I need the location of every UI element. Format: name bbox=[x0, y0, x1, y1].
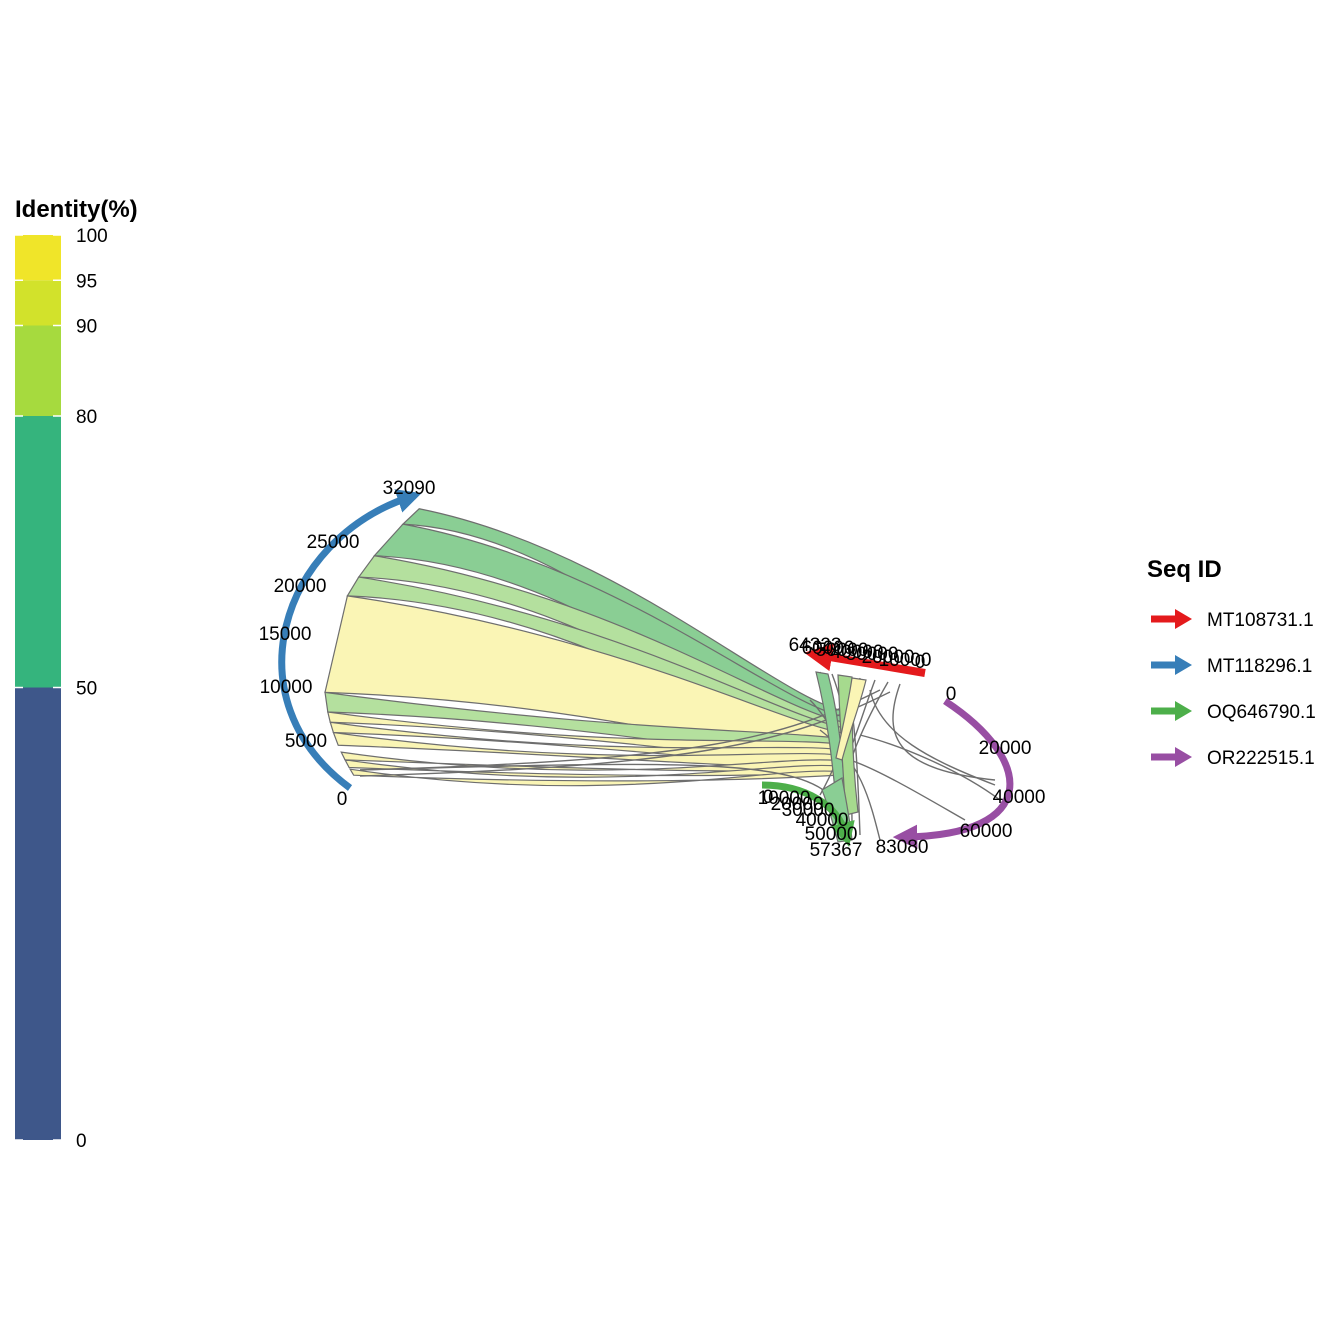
tick-label: 60000 bbox=[802, 638, 855, 659]
identity-tick-label: 80 bbox=[76, 407, 97, 428]
tick-label: 83080 bbox=[876, 837, 929, 858]
arc-OQ646790 bbox=[761, 781, 855, 847]
tick-label: 40000 bbox=[831, 642, 884, 663]
tick-label: 10000 bbox=[879, 650, 932, 671]
tick-label: 30000 bbox=[846, 644, 899, 665]
tick-label: 64323 bbox=[789, 635, 842, 656]
identity-tick-label: 50 bbox=[76, 679, 97, 700]
seq-legend-label: OR222515.1 bbox=[1207, 748, 1315, 769]
identity-band bbox=[15, 325, 61, 416]
link-line bbox=[869, 689, 996, 786]
link-line bbox=[359, 763, 836, 801]
identity-tick-label: 95 bbox=[76, 271, 97, 292]
tick-label: 0 bbox=[946, 684, 957, 705]
arc-OR222515 bbox=[892, 698, 1014, 850]
tick-label: 40000 bbox=[993, 787, 1046, 808]
tick-label: 20000 bbox=[274, 576, 327, 597]
tick-label: 50000 bbox=[816, 640, 869, 661]
identity-tick-labels: 0 50 80 90 95 100 bbox=[15, 226, 108, 1152]
tick-label: 60000 bbox=[960, 821, 1013, 842]
identity-legend: Identity(%) 0 50 80 90 95 100 bbox=[15, 196, 138, 1152]
legend-arrowhead-icon bbox=[1175, 609, 1192, 629]
tick-label: 50000 bbox=[805, 824, 858, 845]
tick-labels-MT118296: 0 5000 10000 15000 20000 25000 32090 bbox=[259, 478, 436, 810]
link-line bbox=[859, 734, 1001, 801]
seq-id-legend: Seq ID MT108731.1 MT118296.1 OQ646790.1 OR2… bbox=[1147, 556, 1316, 769]
arc-MT118296 bbox=[278, 489, 422, 791]
synteny-links bbox=[324, 508, 850, 787]
sequence-arcs bbox=[278, 489, 1014, 850]
identity-band bbox=[15, 235, 61, 281]
identity-band bbox=[15, 416, 61, 688]
legend-arrowhead-icon bbox=[1175, 701, 1192, 721]
seq-legend-item: MT118296.1 bbox=[1151, 655, 1312, 677]
tick-labels-OQ646790: 0 10000 20000 30000 40000 50000 57367 bbox=[758, 787, 863, 861]
tick-label: 5000 bbox=[285, 731, 327, 752]
seq-legend-label: MT108731.1 bbox=[1207, 610, 1314, 631]
seq-legend-item: OR222515.1 bbox=[1151, 747, 1315, 769]
tick-label: 0 bbox=[763, 787, 774, 808]
legend-arrowhead-icon bbox=[1175, 655, 1192, 675]
link-line bbox=[359, 689, 881, 771]
identity-tick-label: 0 bbox=[76, 1131, 87, 1152]
link-ribbon bbox=[835, 677, 867, 761]
tick-label: 30000 bbox=[782, 800, 835, 821]
seq-legend-label: MT118296.1 bbox=[1207, 656, 1312, 677]
identity-legend-title: Identity(%) bbox=[15, 196, 138, 223]
tick-label: 0 bbox=[915, 652, 926, 673]
identity-band bbox=[15, 687, 61, 1140]
tick-label: 0 bbox=[337, 789, 348, 810]
arc-MT108731 bbox=[804, 643, 926, 677]
seq-legend-item: MT108731.1 bbox=[1151, 609, 1314, 631]
seq-legend-item: OQ646790.1 bbox=[1151, 701, 1316, 723]
tick-labels-OR222515: 0 20000 40000 60000 83080 bbox=[876, 684, 1046, 858]
legend-arrowhead-icon bbox=[1175, 747, 1192, 767]
identity-color-bar bbox=[15, 235, 61, 1140]
tick-label: 57367 bbox=[810, 840, 863, 861]
tick-label: 10000 bbox=[260, 677, 313, 698]
identity-band bbox=[15, 280, 61, 326]
tick-label: 32090 bbox=[383, 478, 436, 499]
tick-label: 15000 bbox=[259, 624, 312, 645]
tick-labels-MT108731: 0 10000 20000 30000 40000 50000 60000 64… bbox=[789, 635, 932, 673]
tick-label: 20000 bbox=[979, 738, 1032, 759]
identity-tick-label: 90 bbox=[76, 317, 97, 338]
tick-label: 10000 bbox=[758, 788, 811, 809]
tick-label: 40000 bbox=[796, 810, 849, 831]
tick-label: 25000 bbox=[307, 532, 360, 553]
identity-tick-label: 100 bbox=[76, 226, 108, 247]
seq-legend-title: Seq ID bbox=[1147, 556, 1222, 583]
tick-label: 20000 bbox=[862, 647, 915, 668]
seq-legend-label: OQ646790.1 bbox=[1207, 702, 1316, 723]
tick-label: 20000 bbox=[771, 794, 824, 815]
link-line bbox=[849, 759, 966, 821]
